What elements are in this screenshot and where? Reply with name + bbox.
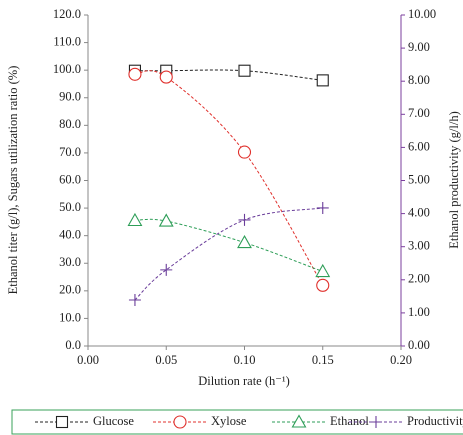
legend-box — [11, 409, 463, 435]
y2-tick-label: 1.00 — [408, 305, 430, 319]
marker — [159, 70, 173, 84]
marker — [55, 415, 69, 429]
y2-tick-label: 4.00 — [408, 205, 430, 219]
series-line — [134, 207, 323, 301]
legend-label: Ethanol — [330, 414, 369, 428]
series-line — [134, 218, 323, 272]
y2-tick-label: 3.00 — [408, 239, 430, 253]
x-tick-label: 0.00 — [77, 353, 99, 367]
y2-tick-label: 9.00 — [408, 40, 430, 54]
x-tick-label: 0.15 — [312, 353, 334, 367]
marker — [316, 74, 329, 87]
y-tick-label: 40.0 — [59, 228, 81, 242]
marker — [315, 263, 331, 278]
marker — [370, 416, 382, 428]
y2-tick-label: 2.00 — [408, 272, 430, 286]
marker — [127, 212, 143, 227]
x-axis-label: Dilution rate (h⁻¹) — [198, 374, 290, 388]
marker — [173, 415, 187, 429]
y-tick-label: 110.0 — [53, 34, 81, 48]
y-tick-label: 0.0 — [65, 338, 81, 352]
y-tick-label: 30.0 — [59, 255, 81, 269]
y2-tick-label: 7.00 — [408, 106, 430, 120]
marker — [238, 64, 251, 77]
x-tick-label: 0.20 — [390, 353, 412, 367]
y2-axis-label: Ethanol productivity (g/l/h) — [447, 111, 461, 248]
marker — [316, 201, 329, 214]
y-tick-label: 20.0 — [59, 283, 81, 297]
marker — [237, 145, 252, 159]
y-tick-label: 80.0 — [59, 117, 81, 131]
y2-tick-label: 5.00 — [408, 172, 430, 186]
marker — [237, 234, 252, 249]
y2-tick-label: 6.00 — [408, 139, 430, 153]
marker — [316, 278, 330, 292]
y-axis-label: Ethanol titer (g/l), Sugars utilization … — [6, 66, 20, 295]
y-tick-label: 10.0 — [59, 310, 81, 324]
series-line — [134, 70, 324, 286]
y2-tick-label: 10.00 — [408, 7, 436, 21]
marker — [128, 293, 141, 306]
y-tick-label: 120.0 — [53, 7, 81, 21]
y-tick-label: 50.0 — [59, 200, 81, 214]
marker — [158, 213, 174, 227]
y-tick-label: 100.0 — [53, 62, 81, 76]
x-tick-label: 0.10 — [234, 353, 256, 367]
marker — [291, 414, 307, 428]
marker — [238, 213, 251, 226]
x-tick-label: 0.05 — [155, 353, 177, 367]
marker — [128, 67, 142, 81]
y-tick-label: 90.0 — [59, 90, 81, 104]
legend-label: Glucose — [93, 414, 134, 428]
legend-label: Xylose — [211, 414, 247, 428]
y2-tick-label: 8.00 — [408, 73, 430, 87]
y-tick-label: 60.0 — [59, 172, 81, 186]
marker — [160, 263, 173, 276]
legend-label: Productivity — [407, 414, 463, 428]
y-tick-label: 70.0 — [59, 145, 81, 159]
y2-tick-label: 0.00 — [408, 338, 430, 352]
